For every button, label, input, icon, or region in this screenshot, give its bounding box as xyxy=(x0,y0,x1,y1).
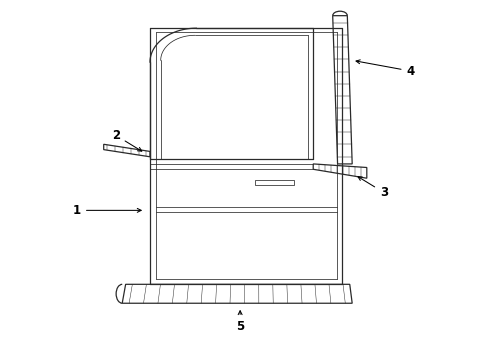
Text: 4: 4 xyxy=(356,60,415,77)
Text: 1: 1 xyxy=(73,204,141,217)
Text: 2: 2 xyxy=(112,129,142,151)
Text: 3: 3 xyxy=(358,177,388,199)
Text: 5: 5 xyxy=(236,311,244,333)
